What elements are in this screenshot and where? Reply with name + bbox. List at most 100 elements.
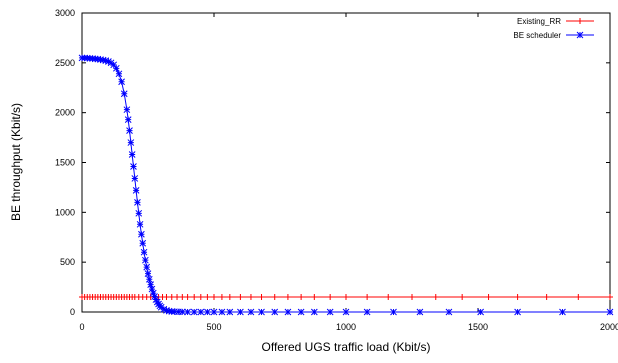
data-point-star [110, 61, 118, 69]
data-point-star [326, 308, 334, 316]
data-point-star [134, 199, 141, 206]
legend-label: Existing_RR [517, 17, 561, 26]
data-point-plus [271, 294, 278, 301]
data-point-star [140, 248, 148, 256]
data-point-plus [432, 294, 439, 301]
data-point-plus [514, 294, 521, 301]
y-tick-label: 0 [70, 307, 75, 317]
data-point-star [258, 308, 265, 316]
data-point-star [271, 308, 279, 316]
data-point-plus [284, 294, 291, 301]
y-tick-label: 1500 [55, 158, 75, 168]
data-point-plus [298, 294, 305, 301]
data-point-plus [197, 294, 204, 301]
legend: Existing_RR BE scheduler [513, 17, 594, 40]
data-point-star [152, 296, 160, 303]
data-point-plus [364, 294, 371, 301]
data-point-star [297, 308, 305, 316]
data-point-plus [459, 294, 466, 301]
data-point-star [190, 308, 198, 316]
data-point-plus [258, 294, 265, 301]
data-point-star [130, 163, 137, 170]
y-tick-label: 2500 [55, 58, 75, 68]
data-point-plus [218, 294, 225, 301]
data-point-star [284, 308, 292, 316]
data-point-plus [168, 294, 175, 301]
data-point-star [120, 90, 128, 98]
data-point-plus [575, 294, 582, 301]
data-point-plus [409, 294, 415, 301]
data-point-star [477, 308, 484, 316]
series-line [81, 57, 610, 313]
x-axis: 0 500 1000 1500 2000 [79, 13, 618, 332]
data-point-star [144, 270, 152, 277]
data-point-plus [327, 294, 334, 301]
series-layer [78, 54, 614, 316]
data-point-plus [385, 294, 392, 301]
data-point-star [131, 175, 139, 182]
legend-label: BE scheduler [513, 31, 561, 40]
data-point-star [115, 70, 123, 78]
data-point-plus [607, 294, 613, 301]
data-point-star [184, 308, 191, 316]
series-existing-rr [79, 294, 613, 301]
data-point-star [160, 305, 168, 313]
data-point-star [218, 308, 226, 316]
data-point-plus [247, 294, 254, 301]
data-point-star [128, 151, 136, 158]
data-point-plus [184, 294, 191, 301]
x-tick-label: 1500 [468, 322, 488, 332]
data-point-star [136, 220, 144, 228]
x-tick-label: 2000 [600, 322, 618, 332]
data-point-star [132, 187, 140, 194]
data-point-star [559, 308, 566, 316]
data-point-star [118, 78, 125, 86]
data-point-star [147, 281, 154, 288]
data-point-star [124, 116, 132, 123]
data-point-star [127, 139, 135, 146]
data-point-star [138, 230, 145, 238]
data-point-star [226, 308, 234, 316]
data-point-star [163, 307, 170, 314]
data-point-plus [163, 294, 170, 301]
y-tick-label: 1000 [55, 207, 75, 217]
data-point-star [151, 293, 158, 300]
data-point-star [237, 308, 244, 316]
data-point-plus [485, 294, 492, 301]
data-point-star [142, 256, 149, 264]
data-point-plus [311, 294, 318, 301]
plot-frame [81, 12, 611, 313]
data-point-star [606, 308, 614, 316]
data-point-star [363, 308, 371, 316]
data-point-star [247, 308, 255, 316]
data-point-star [210, 308, 218, 316]
data-point-star [135, 209, 143, 217]
data-point-star [99, 56, 107, 64]
data-point-star [576, 31, 584, 39]
y-tick-label: 500 [60, 257, 75, 267]
data-point-star [123, 106, 131, 114]
data-point-plus [577, 18, 583, 24]
data-point-star [126, 127, 133, 134]
x-tick-label: 0 [79, 322, 84, 332]
y-tick-label: 3000 [55, 8, 75, 18]
x-tick-label: 1000 [336, 322, 356, 332]
data-point-star [342, 308, 350, 316]
x-tick-label: 500 [206, 322, 221, 332]
data-point-plus [211, 294, 217, 301]
data-point-star [171, 308, 178, 316]
data-point-plus [174, 294, 181, 301]
data-point-star [178, 308, 186, 316]
data-point-star [145, 275, 153, 283]
data-point-plus [543, 294, 550, 301]
y-axis: 0 500 1000 1500 2000 2500 3000 [55, 8, 610, 317]
data-point-star [105, 58, 112, 65]
data-point-plus [191, 294, 198, 301]
data-point-star [197, 308, 205, 316]
series-be-scheduler [78, 54, 614, 316]
data-point-plus [179, 294, 186, 301]
data-point-star [139, 239, 147, 247]
data-point-plus [343, 294, 349, 301]
data-point-star [148, 285, 156, 293]
data-point-star [514, 308, 521, 316]
